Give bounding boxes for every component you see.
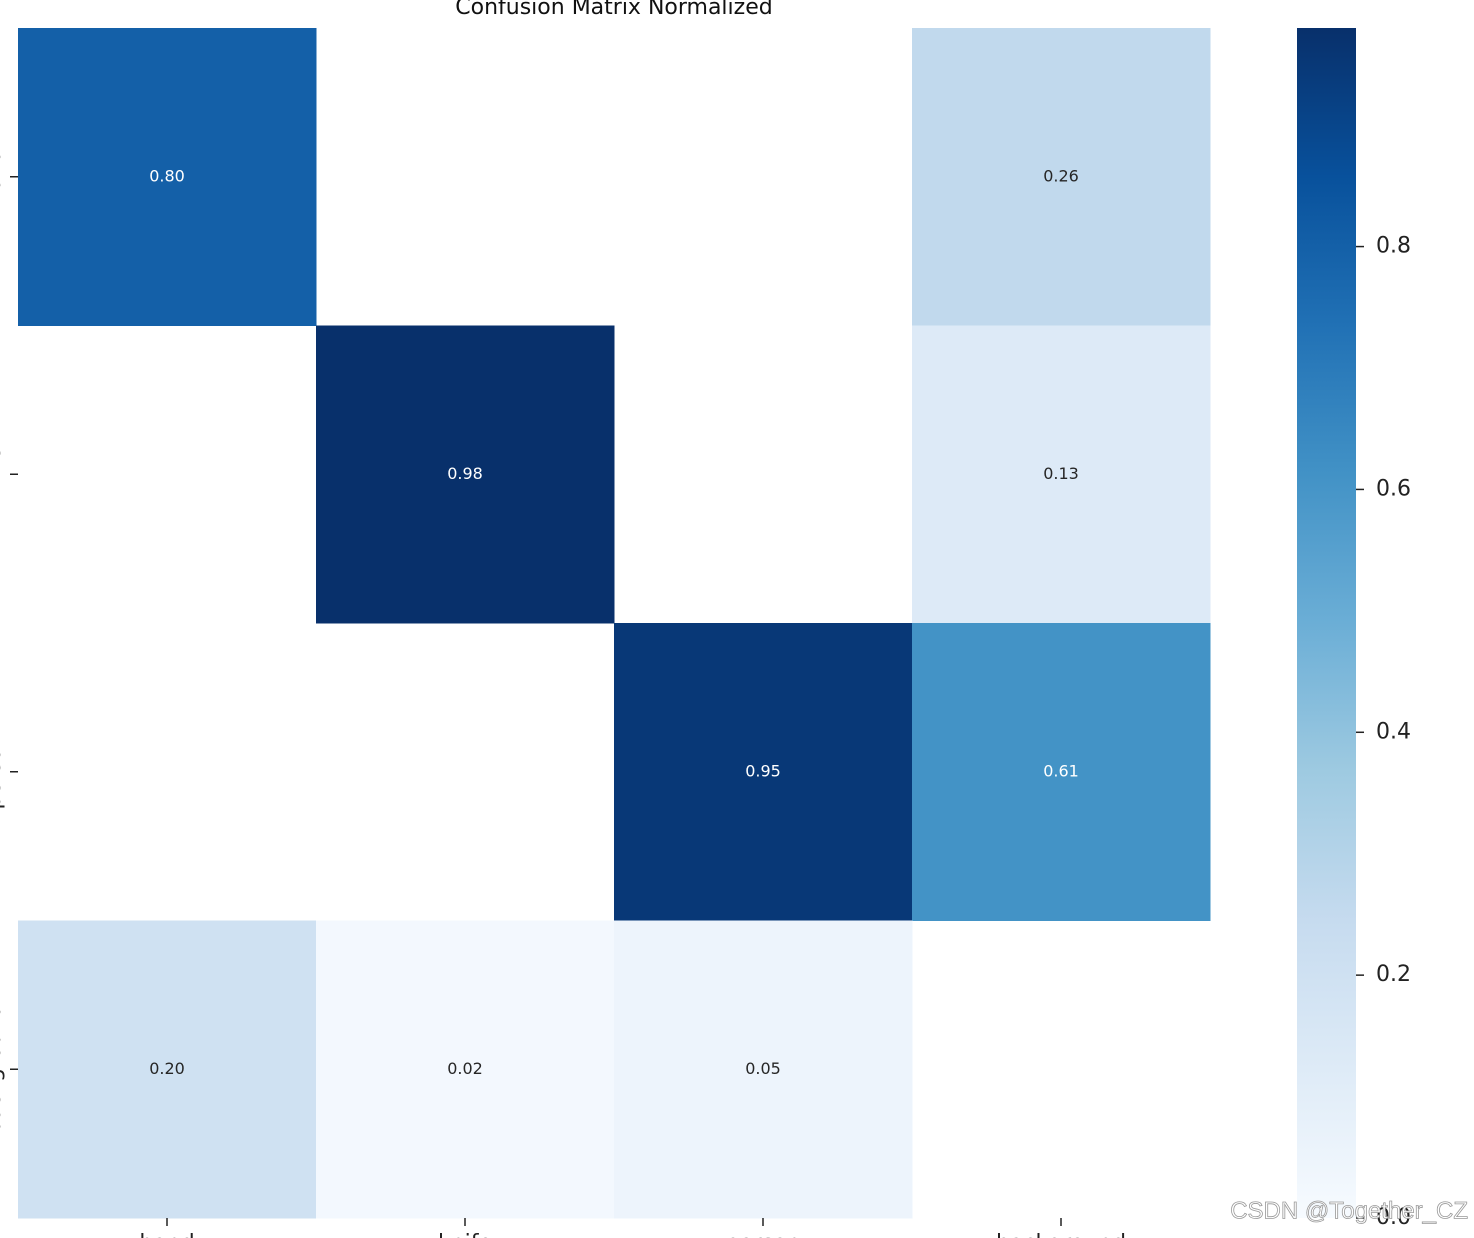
chart-title: Confusion Matrix Normalized (455, 0, 772, 20)
watermark: CSDN @Together_CZ (1230, 1197, 1468, 1224)
cell-label: 0.05 (745, 1059, 781, 1078)
cell (316, 920, 615, 1219)
colorbar-tick-label: 0.8 (1376, 234, 1411, 259)
x-tick-label: hand (139, 1231, 194, 1238)
colorbar-tick-label: 0.4 (1376, 719, 1411, 744)
colorbar-tick-label: 0.2 (1376, 962, 1411, 987)
cell-label: 0.80 (149, 166, 185, 185)
cell (614, 623, 913, 921)
cell (912, 623, 1211, 921)
cell-label: 0.95 (745, 761, 781, 780)
x-tick-label: knife (438, 1231, 492, 1238)
cell-label: 0.98 (447, 464, 483, 483)
y-tick-label: person (0, 734, 6, 809)
x-tick-label: background (996, 1231, 1126, 1238)
cell (18, 28, 317, 326)
cell (912, 325, 1211, 624)
y-tick-label: knife (0, 447, 6, 501)
colorbar-tick-label: 0.6 (1376, 476, 1411, 501)
y-tick-label: hand (0, 149, 6, 204)
cell (18, 920, 317, 1219)
cell (316, 325, 615, 624)
colorbar (1297, 28, 1356, 1218)
cell-label: 0.26 (1043, 166, 1079, 185)
cell-label: 0.02 (447, 1059, 483, 1078)
cell-label: 0.13 (1043, 464, 1079, 483)
y-tick-label: background (0, 1004, 6, 1134)
cell-label: 0.20 (149, 1059, 185, 1078)
cell (912, 28, 1211, 326)
cell (614, 920, 913, 1219)
x-tick-label: person (725, 1231, 800, 1238)
cell-label: 0.61 (1043, 761, 1079, 780)
colorbar-tick-label: 0.0 (1376, 1205, 1411, 1230)
